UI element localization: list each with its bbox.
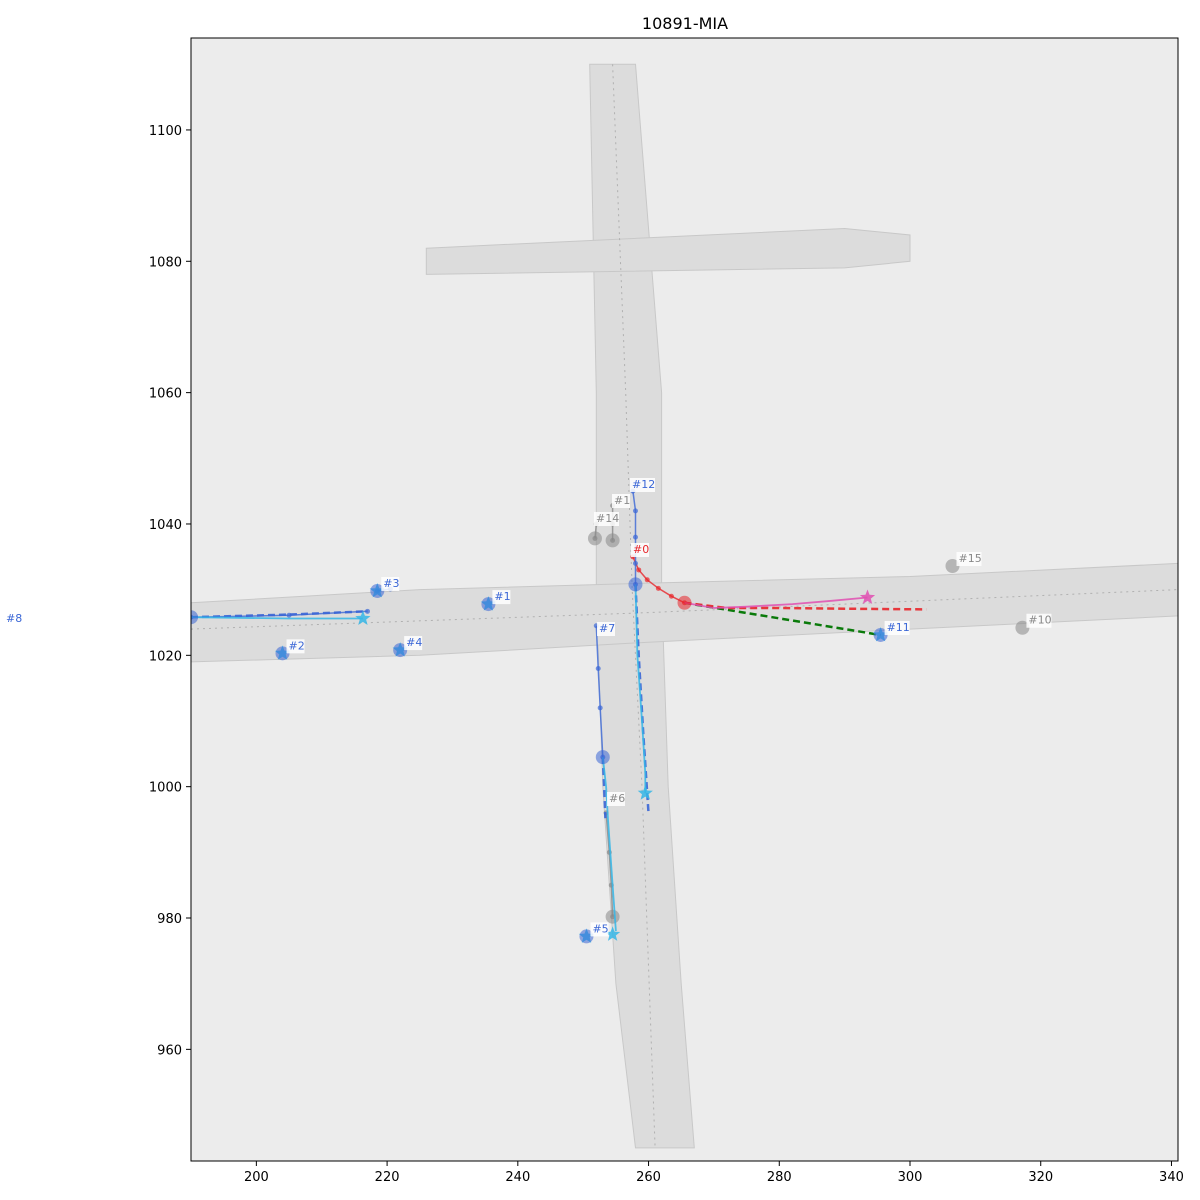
agent-10-label: #10 [1028, 614, 1051, 627]
agent-15-current-position [945, 559, 960, 574]
y-tick-label: 1040 [149, 518, 182, 533]
agent-1-label-box [492, 590, 511, 605]
agent-0-ground-truth [684, 601, 927, 611]
x-tick-label: 220 [375, 1170, 400, 1185]
agent-8-current-position [191, 610, 198, 625]
map-layer [191, 63, 1178, 1149]
agent-12-prediction-end-star [637, 785, 653, 800]
agent-12-history-point [632, 508, 638, 514]
agent-14-current-position [587, 531, 602, 546]
agent-7-history-point [595, 665, 601, 671]
agent-13-label: #1 [614, 494, 630, 507]
y-tick-label: 980 [157, 912, 182, 927]
agent-7-current-position [595, 750, 610, 765]
agent-8-label: #8 [6, 612, 22, 625]
east-west-road [191, 562, 1178, 663]
agent-8-prediction [191, 616, 363, 620]
agent-7-label-box [597, 622, 615, 636]
agent-12-label: #12 [632, 478, 655, 491]
agent-7-history-point [597, 705, 603, 711]
upper-cross-road [425, 227, 911, 275]
agent-12-history-point [632, 560, 638, 566]
agent-0-history-point [655, 585, 661, 591]
agent-0-label-box [631, 543, 649, 557]
agent-0-prediction [684, 596, 868, 609]
x-tick-label: 340 [1159, 1170, 1184, 1185]
agent-0-current-position [677, 595, 692, 610]
agent-14-label: #14 [596, 512, 619, 525]
x-tick-label: 280 [767, 1170, 792, 1185]
agent-4-label-box [404, 636, 423, 651]
agent-13-current-position [605, 533, 620, 548]
agent-0-history-point [668, 593, 674, 599]
agent-7-prediction-end-star [605, 926, 621, 941]
agent-0-prediction-end-star [859, 589, 876, 604]
agent-11-current-position [873, 627, 888, 642]
agent-12-history-point [632, 534, 638, 540]
plot-frame [190, 37, 1179, 1162]
y-tick-label: 1100 [149, 124, 182, 139]
lane-marking-ew [191, 589, 1178, 630]
agent-1-label: #1 [494, 590, 510, 603]
agent-12-prediction [634, 584, 647, 794]
trajectories-layer [191, 488, 1030, 944]
agent-6-current-position [605, 909, 620, 924]
x-tick-label: 240 [505, 1170, 530, 1185]
agent-3-current-position [370, 583, 385, 598]
agent-10-label-box [1026, 613, 1052, 628]
agent-11-label: #11 [887, 621, 910, 634]
labels-layer: #0#1#2#3#4#5#6#7#8 #10#11#12#1#14#15 [6, 478, 1052, 937]
agent-2-label-box [286, 639, 305, 654]
agent-8-prediction-end-star [355, 610, 371, 625]
agent-4-current-position [393, 643, 408, 658]
agent-5-label-box [590, 922, 609, 937]
agent-3-label-box [381, 576, 400, 591]
agent-3-label: #3 [383, 577, 399, 590]
agent-2-current-position [275, 646, 290, 661]
agent-7-label: #7 [599, 622, 615, 635]
y-tick-label: 1060 [149, 387, 182, 402]
agent-10-current-position [1015, 620, 1030, 635]
y-tick-label: 960 [157, 1043, 182, 1058]
y-tick-label: 1080 [149, 255, 182, 270]
agent-6-label: #6 [609, 792, 625, 805]
agent-14-label-box [594, 512, 619, 526]
agent-7-prediction [601, 757, 617, 932]
agent-0-history-point [644, 577, 650, 583]
agent-7-ground-truth [601, 757, 607, 819]
agent-15-label-box [956, 552, 982, 567]
agent-5-label: #5 [592, 922, 608, 935]
agent-4-label: #4 [406, 636, 422, 649]
x-tick-label: 320 [1028, 1170, 1053, 1185]
agent-1-current-position [481, 597, 496, 612]
agent-6-history [605, 812, 614, 917]
x-tick-label: 300 [898, 1170, 923, 1185]
y-tick-label: 1020 [149, 649, 182, 664]
agent-5-current-position [579, 929, 594, 944]
agent-12-label-box [630, 478, 655, 492]
agent-0-label: #0 [633, 543, 649, 556]
agent-12-current-position [628, 577, 643, 592]
agent-2-label: #2 [289, 639, 305, 652]
agent-7-history [595, 625, 604, 758]
agent-13-label-box [612, 494, 630, 508]
agent-0-history-point [636, 567, 642, 573]
x-tick-label: 200 [244, 1170, 269, 1185]
agent-11-label-box [884, 620, 910, 635]
y-tick-label: 1000 [149, 781, 182, 796]
agent-15-label: #15 [958, 552, 981, 565]
x-tick-label: 260 [636, 1170, 661, 1185]
agent-6-label-box [607, 792, 625, 806]
plot-title: 10891-MIA [642, 14, 728, 33]
